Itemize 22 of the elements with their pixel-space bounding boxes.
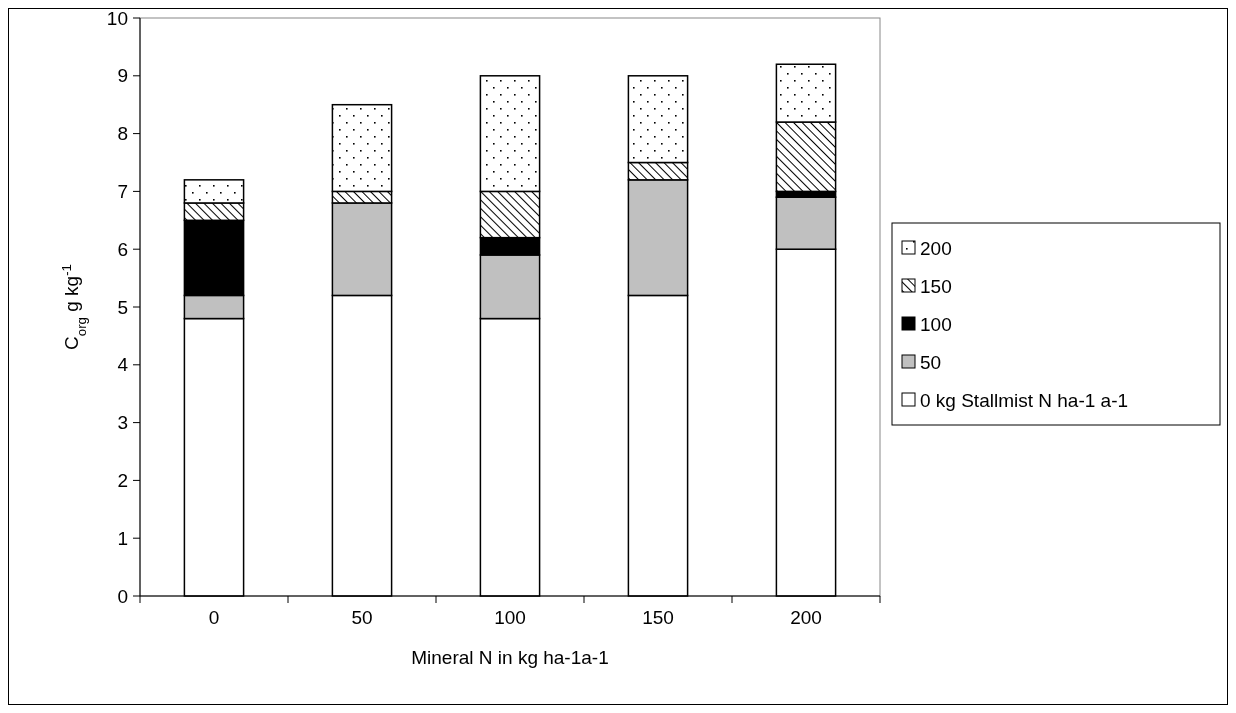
y-tick-label: 4 <box>117 354 129 376</box>
y-tick-label: 3 <box>117 412 128 434</box>
y-tick-label: 7 <box>117 181 128 203</box>
x-tick-label: 200 <box>790 607 822 628</box>
y-tick-label: 8 <box>117 123 128 145</box>
y-tick-label: 0 <box>117 585 128 607</box>
legend-label: 0 kg Stallmist N ha-1 a-1 <box>920 389 1129 411</box>
legend-label: 200 <box>920 237 952 259</box>
y-tick-label: 9 <box>117 65 128 87</box>
legend-label: 100 <box>920 313 952 335</box>
x-tick-label: 100 <box>494 607 526 628</box>
legend-label: 50 <box>920 351 942 373</box>
y-tick-label: 1 <box>117 527 128 549</box>
y-tick-label: 6 <box>117 238 128 260</box>
y-tick-label: 2 <box>117 470 128 492</box>
x-tick-label: 150 <box>642 607 674 628</box>
y-tick-label: 10 <box>106 7 128 29</box>
legend-label: 150 <box>920 275 952 297</box>
y-tick-label: 5 <box>117 296 128 318</box>
x-tick-label: 50 <box>351 607 373 628</box>
x-axis-title: Mineral N in kg ha-1a-1 <box>411 647 609 668</box>
x-tick-label: 0 <box>208 607 220 628</box>
